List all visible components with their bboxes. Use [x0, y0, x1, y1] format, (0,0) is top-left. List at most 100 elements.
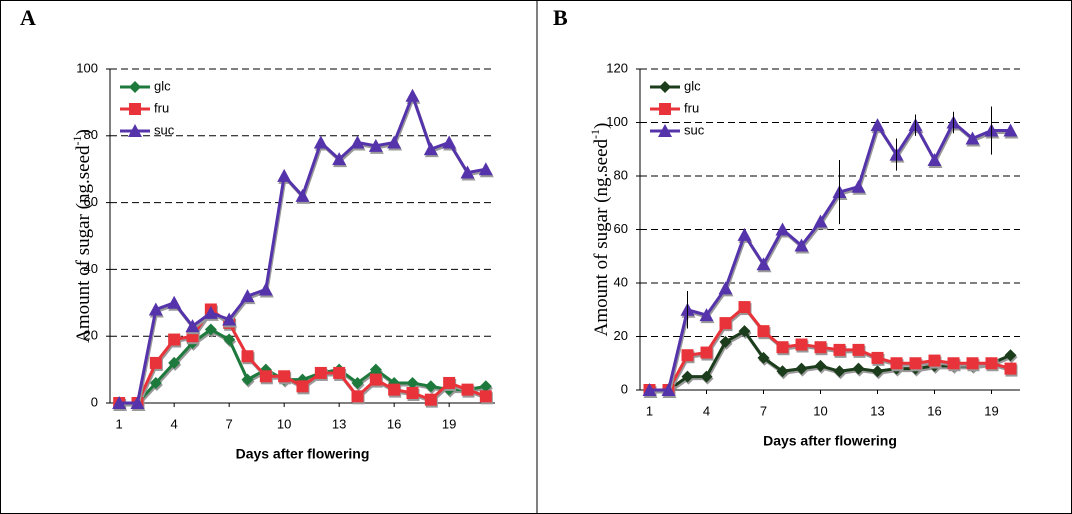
marker [757, 325, 770, 338]
marker [795, 338, 808, 351]
marker [168, 356, 181, 369]
marker [814, 359, 827, 372]
marker [351, 376, 364, 389]
marker [128, 124, 142, 137]
marker [258, 282, 273, 296]
x-axis-label: Days after flowering [236, 446, 370, 462]
marker [1004, 349, 1017, 362]
marker [424, 380, 437, 393]
marker [947, 357, 960, 370]
marker [185, 319, 200, 333]
marker [405, 88, 420, 102]
marker [350, 135, 365, 149]
marker [659, 81, 671, 93]
y-axis-label: Amount of sugar (ng.seed-1) [70, 129, 95, 343]
marker [240, 289, 255, 303]
marker [277, 168, 292, 182]
x-tick-label: 10 [813, 403, 827, 418]
marker [313, 135, 328, 149]
marker [167, 295, 182, 309]
marker [388, 383, 401, 396]
marker [442, 135, 457, 149]
marker [368, 138, 383, 152]
marker [443, 376, 456, 389]
marker [890, 357, 903, 370]
marker [479, 380, 492, 393]
x-tick-label: 10 [277, 416, 291, 431]
x-tick-label: 1 [116, 416, 123, 431]
marker [295, 188, 310, 202]
marker [424, 393, 437, 406]
marker [659, 103, 671, 115]
y-tick-label: 40 [614, 274, 628, 289]
line [119, 91, 487, 405]
x-tick-label: 16 [927, 403, 941, 418]
y-tick-label: 120 [606, 60, 628, 75]
marker [148, 302, 163, 316]
y-tick-label: 0 [621, 381, 628, 396]
marker [852, 362, 865, 375]
y-axis-label: Amount of sugar (ng.seed-1) [588, 123, 613, 337]
y-axis-label-part: ) [591, 123, 612, 129]
x-tick-label: 16 [387, 416, 401, 431]
y-tick-label: 20 [614, 328, 628, 343]
marker [965, 131, 980, 145]
marker [738, 301, 751, 314]
marker [757, 351, 770, 364]
marker [461, 383, 474, 396]
marker [814, 341, 827, 354]
y-axis-label-part: Amount of sugar (ng.seed [73, 145, 94, 343]
y-axis-label-part: ) [73, 129, 94, 135]
y-tick-label: 100 [606, 114, 628, 129]
marker [406, 386, 419, 399]
marker [776, 365, 789, 378]
marker [203, 305, 218, 319]
marker [369, 373, 382, 386]
marker [719, 317, 732, 330]
y-tick-label: 0 [91, 394, 98, 409]
y-axis-label-part: Amount of sugar (ng.seed [591, 138, 612, 336]
marker [719, 335, 732, 348]
x-tick-label: 19 [442, 416, 456, 431]
y-tick-label: 80 [614, 167, 628, 182]
marker [756, 257, 771, 271]
marker [813, 214, 828, 228]
marker [738, 325, 751, 338]
legend-label: suc [154, 122, 175, 137]
x-tick-label: 4 [703, 403, 710, 418]
marker [871, 351, 884, 364]
marker [129, 81, 141, 93]
y-tick-label: 20 [84, 328, 98, 343]
marker [149, 356, 162, 369]
marker [204, 323, 217, 336]
marker [658, 124, 672, 137]
marker [775, 222, 790, 236]
x-tick-label: 13 [332, 416, 346, 431]
x-axis-label: Days after flowering [763, 433, 897, 449]
marker [700, 346, 713, 359]
marker [909, 357, 922, 370]
marker [168, 333, 181, 346]
marker [314, 366, 327, 379]
marker [681, 349, 694, 362]
marker [927, 152, 942, 166]
marker [699, 308, 714, 322]
x-tick-label: 7 [226, 416, 233, 431]
legend-label: fru [154, 100, 169, 115]
marker [661, 383, 676, 396]
marker [871, 365, 884, 378]
marker [186, 330, 199, 343]
x-tick-label: 7 [760, 403, 767, 418]
x-tick-label: 4 [171, 416, 178, 431]
x-tick-label: 1 [646, 403, 653, 418]
legend-label: glc [684, 78, 701, 93]
marker [351, 390, 364, 403]
panel-label: B [553, 5, 568, 30]
marker [718, 281, 733, 295]
marker [333, 366, 346, 379]
x-tick-label: 19 [984, 403, 998, 418]
marker [423, 142, 438, 156]
marker [112, 396, 127, 409]
